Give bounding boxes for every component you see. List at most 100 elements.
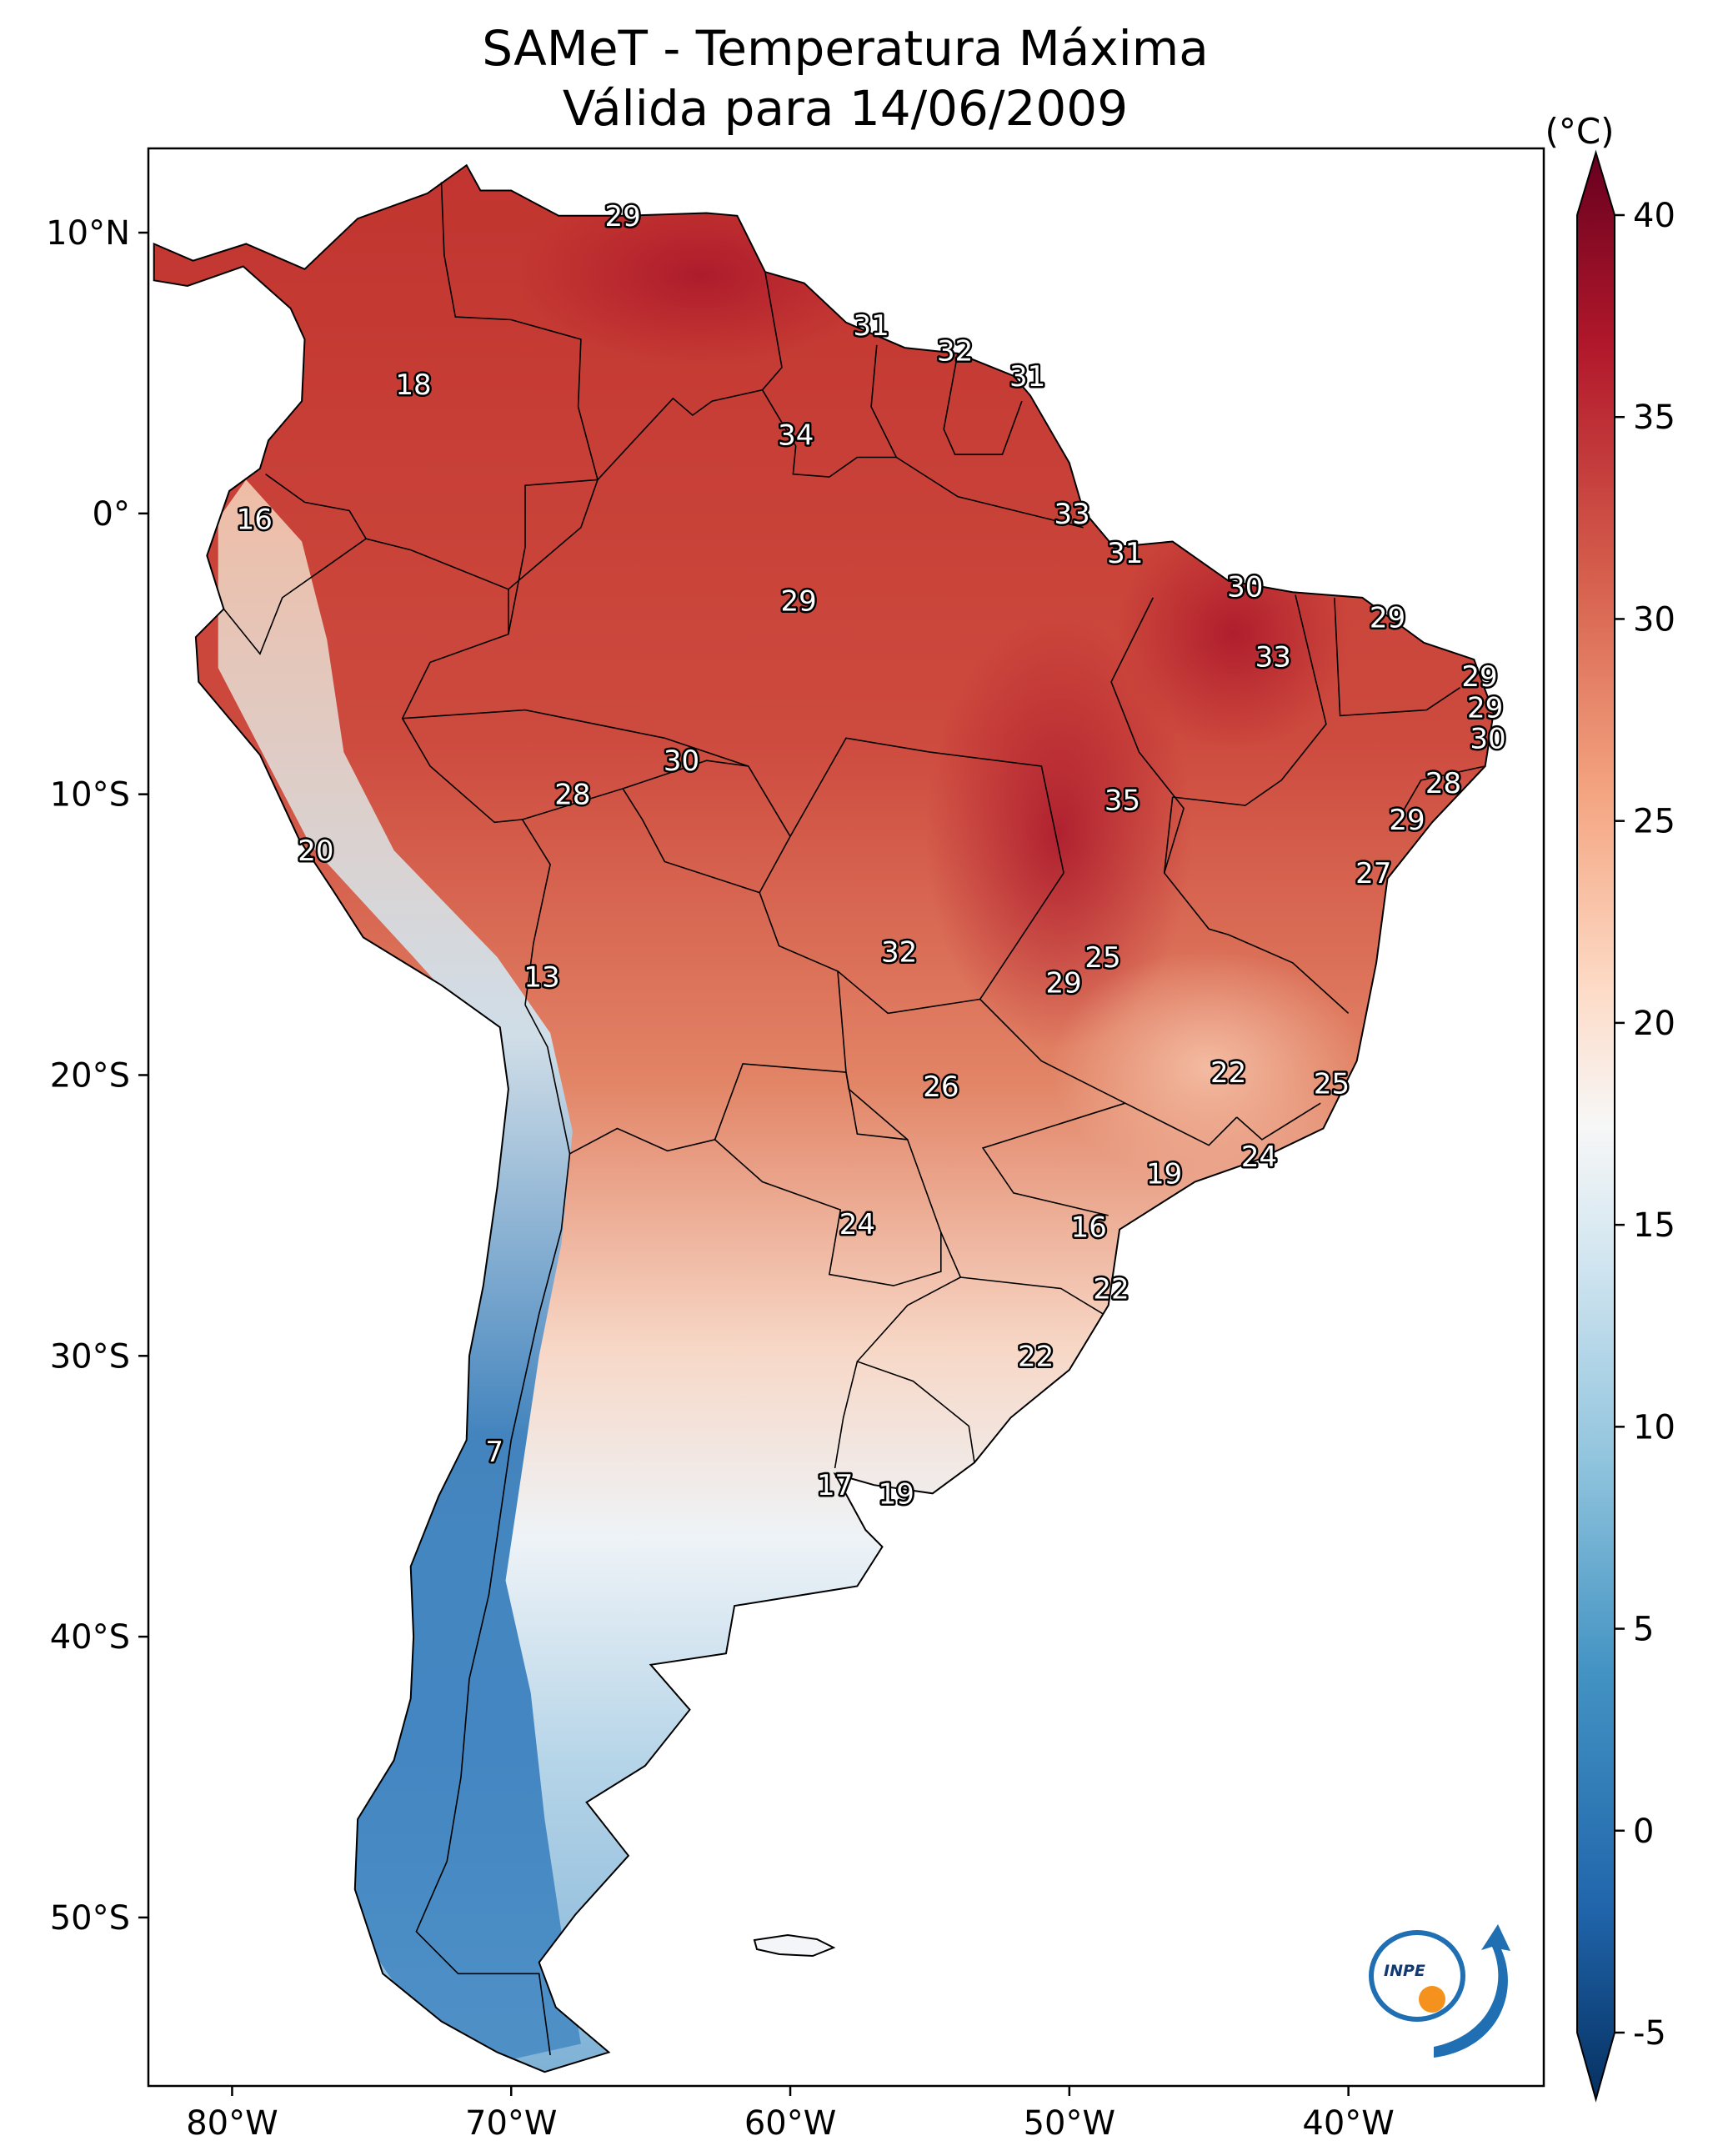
border-line: [1334, 597, 1461, 717]
border-line: [837, 970, 980, 1015]
lat-tick-label: 10°S: [50, 776, 130, 815]
border-line: [979, 872, 1238, 1146]
city-temperature-label: 22: [1210, 1056, 1246, 1090]
map-frame: [147, 147, 1545, 2088]
city-temperature-label: 24: [839, 1208, 875, 1241]
lat-tick-label: 30°S: [50, 1337, 130, 1376]
city-temperature-label: 19: [1146, 1157, 1182, 1191]
border-line: [440, 182, 599, 480]
city-temperature-label: 29: [1467, 691, 1503, 725]
colorbar-scale: [1576, 149, 1615, 2103]
border-line: [981, 1102, 1126, 1216]
city-temperature-label: 33: [1255, 641, 1291, 674]
lon-tick-label: 50°W: [1024, 2104, 1115, 2143]
lon-tick-label: 40°W: [1302, 2104, 1394, 2143]
latitude-ticks: 10°N 0° 10°S 20°S 30°S 40°S 50°S: [46, 214, 148, 1938]
figure-title: SAMeT - Temperatura Máxima Válida para 1…: [482, 20, 1209, 137]
city-temperature-label: 30: [664, 745, 699, 778]
colorbar: 40 35 30 25 20 15 10 5 0 -5 (°C): [1545, 111, 1675, 2103]
border-line: [845, 1071, 909, 1141]
city-temperature-label: 25: [1314, 1068, 1350, 1101]
colorbar-tick-label: 30: [1633, 600, 1675, 639]
colorbar-tick-label: 40: [1633, 197, 1675, 235]
city-temperature-label: 28: [1425, 767, 1461, 800]
border-line: [1163, 796, 1350, 1014]
city-temperature-label: 22: [1093, 1272, 1129, 1306]
lat-tick-label: 10°N: [46, 214, 130, 253]
city-temperature-label: 33: [1054, 498, 1090, 531]
colorbar-ticks: 40 35 30 25 20 15 10 5 0 -5: [1615, 197, 1675, 2053]
inpe-logo: INPE: [1369, 1924, 1510, 2058]
coastline: [153, 163, 1495, 2073]
longitude-ticks: 80°W 70°W 60°W 50°W 40°W: [186, 2086, 1395, 2143]
logo-orange-sun: [1419, 1986, 1445, 2013]
city-temperature-label: 29: [1046, 966, 1082, 1000]
lat-tick-label: 50°S: [50, 1899, 130, 1938]
border-line: [895, 456, 1084, 529]
colorbar-tick-label: 25: [1633, 803, 1675, 841]
city-temperature-label: 35: [1104, 784, 1140, 817]
colorbar-tick-label: 10: [1633, 1408, 1675, 1447]
border-line: [1236, 1102, 1321, 1141]
border-line: [1400, 765, 1485, 815]
border-line: [759, 737, 1064, 893]
falkland-islands: [753, 1933, 836, 1958]
city-temperature-label: 29: [1461, 660, 1497, 694]
city-temperature-label: 30: [1470, 722, 1505, 755]
border-line: [761, 272, 897, 478]
colorbar-tick-label: 5: [1633, 1611, 1654, 1649]
city-temperature-label: 29: [605, 200, 641, 233]
colorbar-tick-label: 15: [1633, 1206, 1675, 1245]
andes-cold-band: [218, 479, 581, 2073]
city-temperature-label: 29: [1389, 804, 1425, 837]
city-temperature-label: 31: [1009, 360, 1045, 394]
city-temperature-label: 16: [1071, 1211, 1107, 1244]
city-temperature-label: 22: [1018, 1340, 1054, 1373]
border-line: [943, 353, 1023, 455]
city-temperature-label: 17: [817, 1469, 853, 1502]
city-temperature-label: 29: [1370, 601, 1405, 634]
lon-tick-label: 70°W: [465, 2104, 557, 2143]
lat-tick-label: 20°S: [50, 1056, 130, 1095]
lon-tick-label: 60°W: [744, 2104, 836, 2143]
city-temperature-label: 29: [780, 584, 816, 618]
city-temperature-label: 30: [1227, 570, 1263, 604]
city-temperature-label: 31: [1107, 537, 1143, 570]
city-temperature-label: 24: [1241, 1141, 1277, 1174]
city-temperature-label: 25: [1084, 941, 1120, 975]
logo-text: INPE: [1384, 1962, 1425, 1980]
colorbar-tick-label: 35: [1633, 399, 1675, 437]
border-line: [401, 479, 599, 1005]
city-temperature-label: 19: [879, 1477, 914, 1511]
colorbar-tick-label: 20: [1633, 1005, 1675, 1043]
border-line: [714, 1071, 942, 1286]
border-line: [870, 344, 898, 458]
city-temperature-label: 32: [937, 335, 973, 369]
border-line: [622, 760, 791, 837]
city-temperature-label: 31: [853, 309, 889, 343]
city-temperature-label: 16: [237, 504, 273, 537]
border-line: [1110, 597, 1185, 874]
city-temperature-label: 7: [485, 1436, 503, 1469]
border-line: [834, 1360, 975, 1469]
lat-tick-label: 0°: [93, 495, 130, 534]
logo-swoosh-ring: [1369, 1930, 1465, 2022]
colorbar-tick-label: -5: [1633, 2014, 1666, 2053]
lon-tick-label: 80°W: [186, 2104, 278, 2143]
colorbar-unit: (°C): [1545, 111, 1614, 152]
border-line: [365, 538, 509, 634]
city-temperature-label: 26: [923, 1070, 959, 1104]
city-temperature-label: 27: [1355, 857, 1391, 890]
title-line-1: SAMeT - Temperatura Máxima: [482, 20, 1209, 77]
border-line: [402, 709, 749, 767]
title-line-2: Válida para 14/06/2009: [563, 80, 1128, 137]
lat-tick-label: 40°S: [50, 1618, 130, 1657]
border-line: [856, 1231, 962, 1362]
city-temperature-label: 20: [298, 835, 333, 868]
city-temperature-label: 34: [778, 419, 814, 453]
border-line: [415, 1153, 571, 2056]
border-line: [508, 479, 599, 590]
